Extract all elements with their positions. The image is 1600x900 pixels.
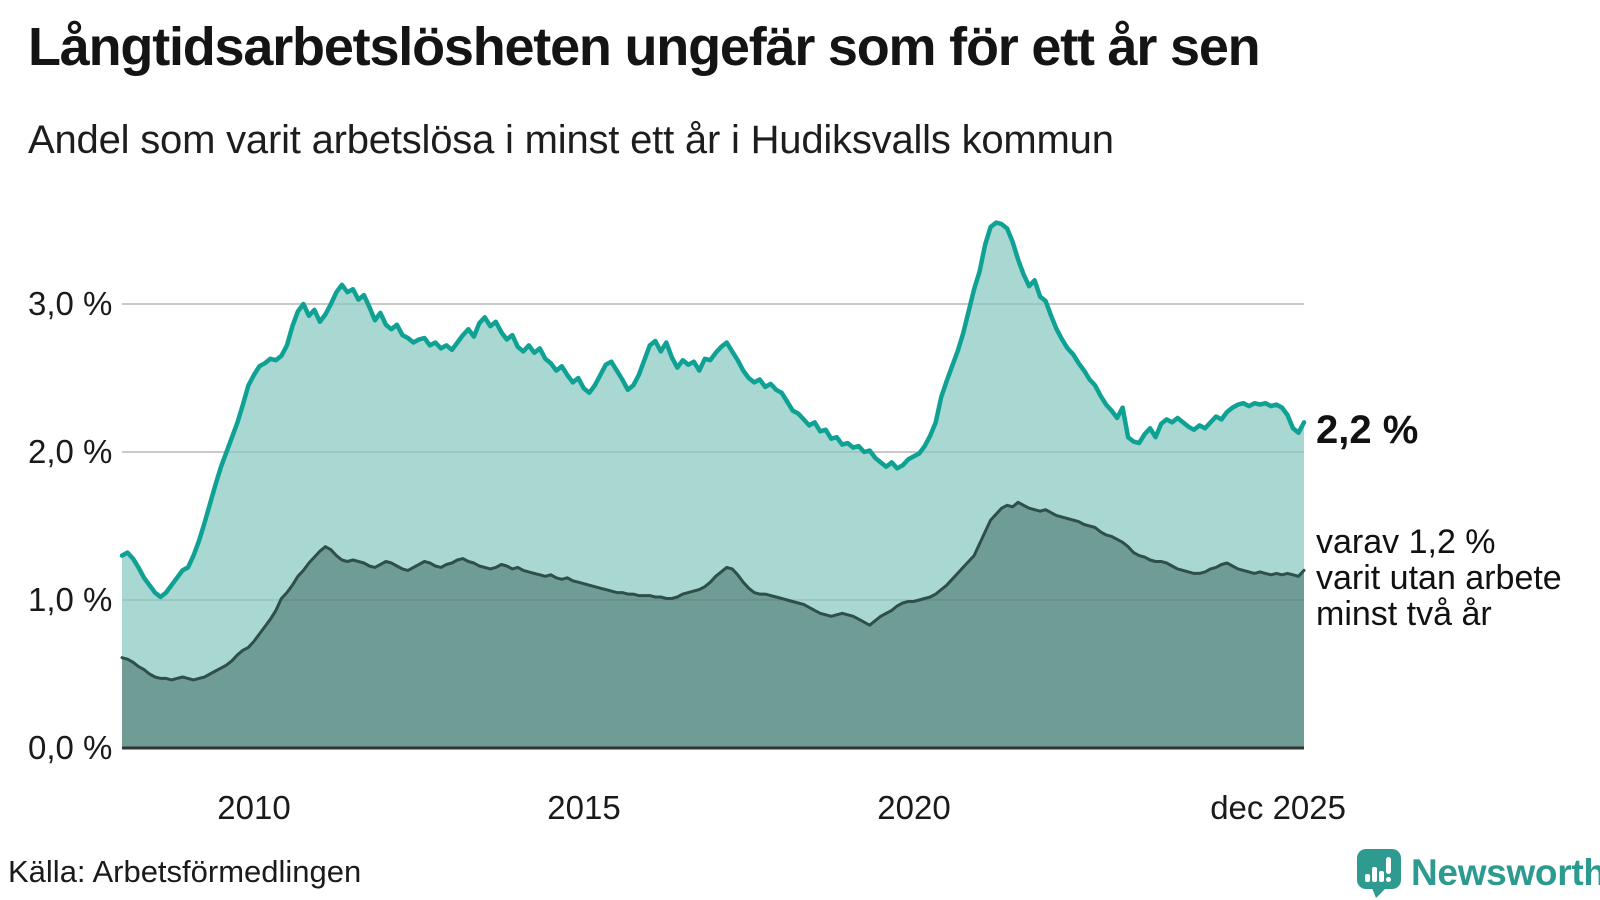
subset-annotation-line-1: varav 1,2 % [1316, 523, 1496, 561]
gridlines-overlay [122, 303, 1304, 601]
series-line-0 [119, 220, 1307, 600]
series-line-1 [120, 500, 1306, 682]
y-tick-label-1: 1,0 % [28, 581, 112, 618]
x-tick-label-2010: 2010 [217, 789, 290, 826]
y-tick-label-0: 0,0 % [28, 729, 112, 766]
y-tick-label-2: 2,0 % [28, 433, 112, 470]
source-note: Källa: Arbetsförmedlingen [8, 854, 362, 889]
x-tick-label-2015: 2015 [547, 789, 620, 826]
page-subtitle: Andel som varit arbetslösa i minst ett å… [28, 118, 1114, 162]
subset-annotation-line-2: varit utan arbete [1316, 559, 1562, 597]
subset-annotation-line-3: minst två år [1316, 595, 1492, 633]
page-title: Långtidsarbetslösheten ungefär som för e… [28, 17, 1261, 77]
y-axis-labels: 3,0 % 2,0 % 1,0 % 0,0 % [28, 285, 112, 766]
series-end-value-label: 2,2 % [1316, 408, 1418, 452]
subset-annotation: varav 1,2 % varit utan arbete minst två … [1316, 523, 1562, 633]
x-axis-labels: 2010 2015 2020 dec 2025 [217, 789, 1346, 826]
x-tick-label-dec-2025: dec 2025 [1210, 789, 1346, 826]
series-area-1 [122, 502, 1304, 748]
newsworthy-icon [1357, 849, 1401, 898]
y-tick-label-3: 3,0 % [28, 285, 112, 322]
x-tick-label-2020: 2020 [877, 789, 950, 826]
brand-logo: Newsworthy [1356, 848, 1600, 898]
brand-name: Newsworthy [1411, 852, 1600, 893]
